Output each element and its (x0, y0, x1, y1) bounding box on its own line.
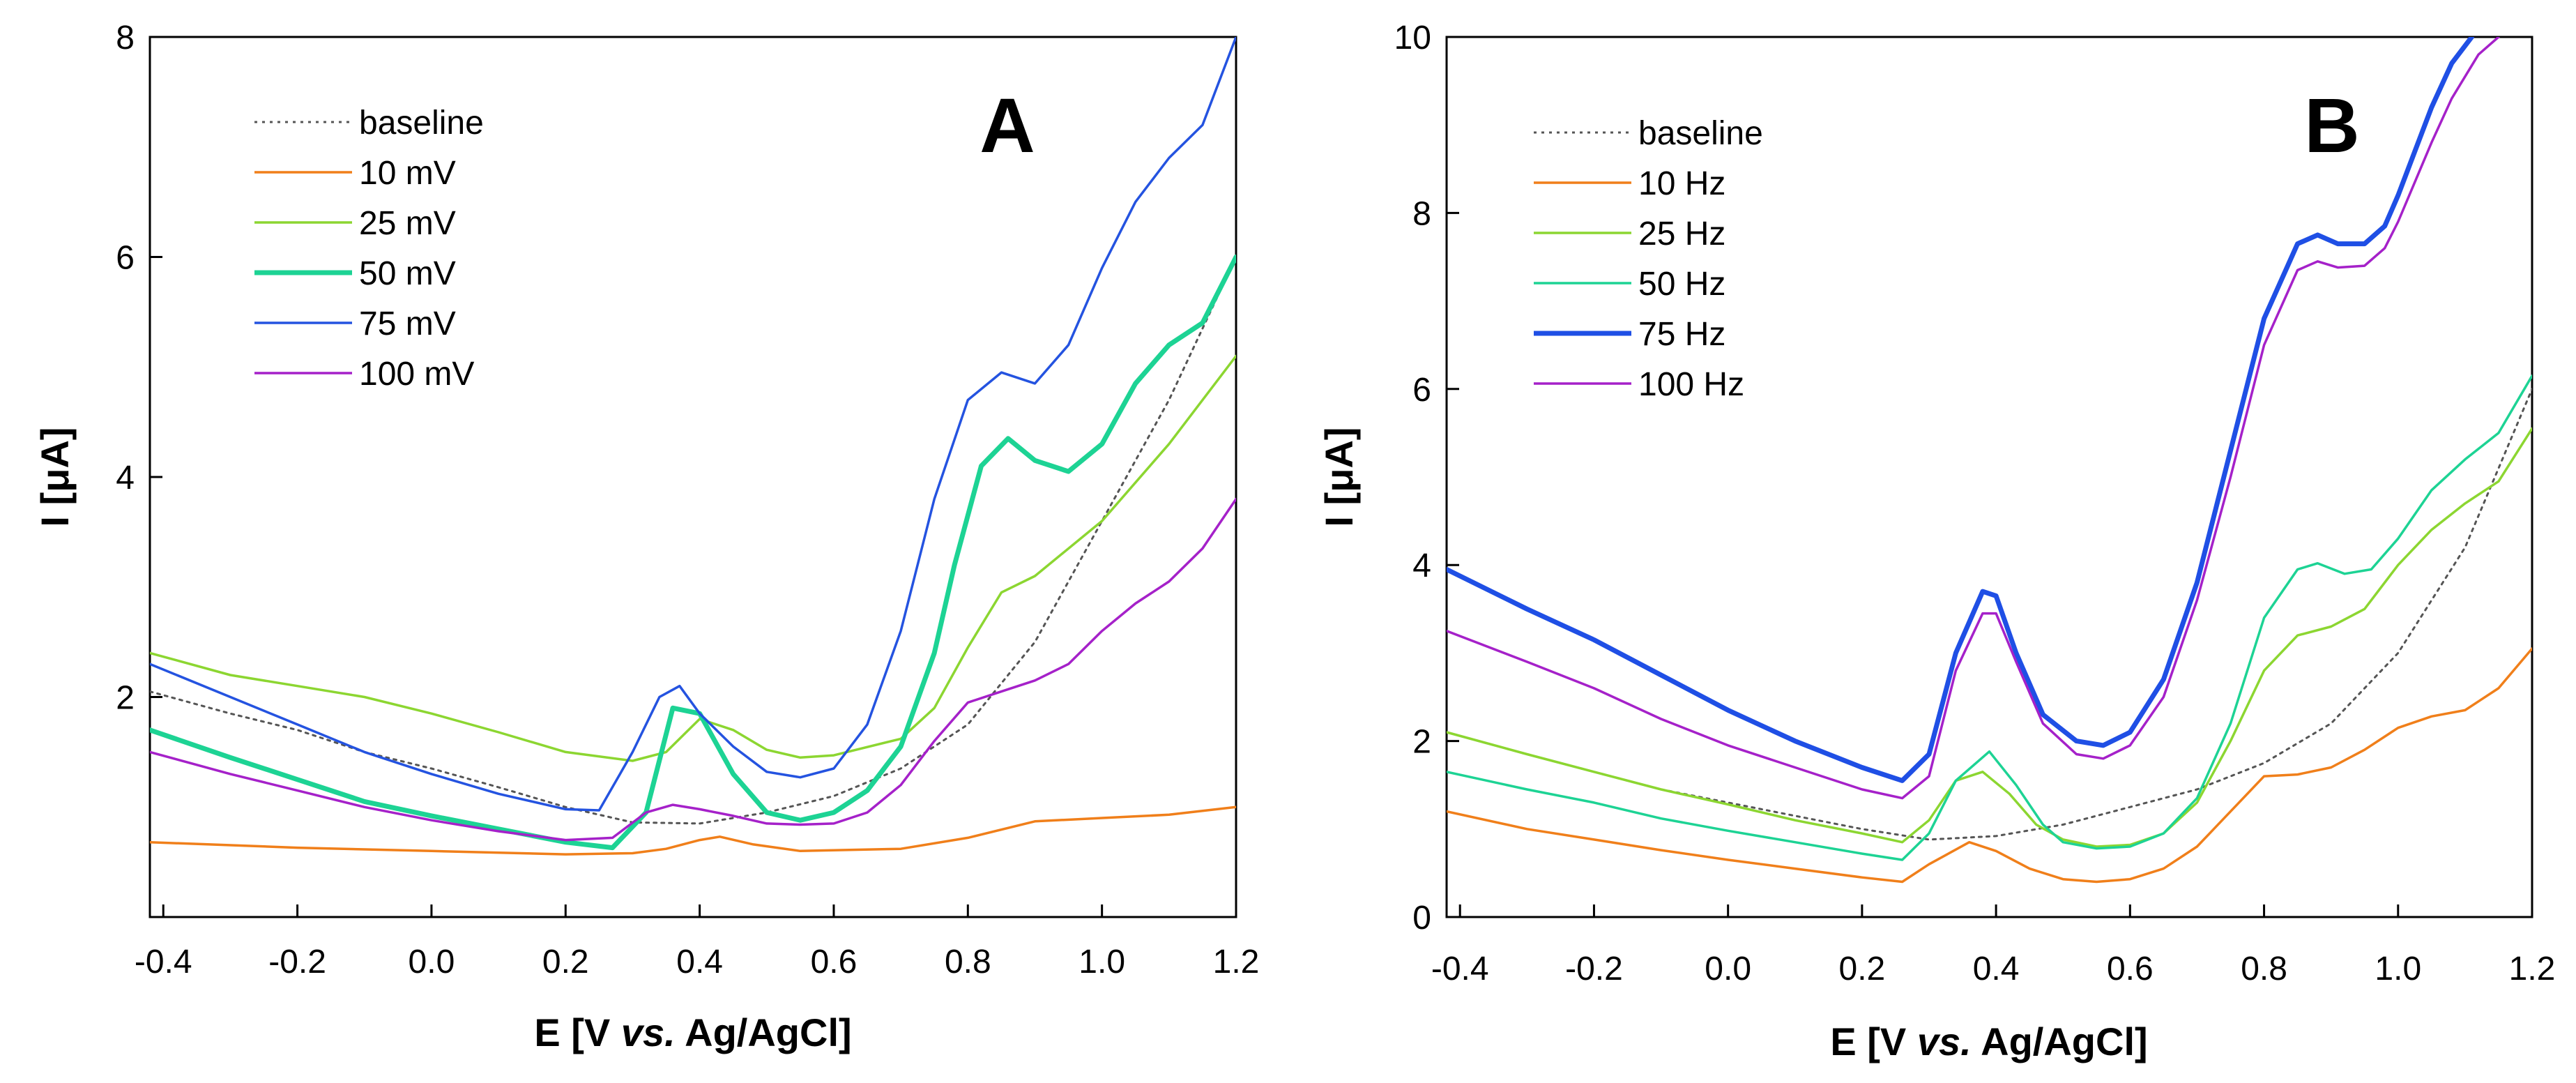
legend-label: 10 mV (359, 155, 456, 192)
x-tick-label: 0.2 (542, 944, 589, 980)
x-tick-label: -0.4 (135, 944, 192, 980)
x-tick-label: 1.0 (2375, 951, 2421, 987)
xlabel-part: Ag/AgCl] (676, 1010, 852, 1054)
x-tick-label: 1.2 (1213, 944, 1260, 980)
x-tick-label: 0.6 (2107, 951, 2154, 987)
legend-label: baseline (1638, 115, 1763, 152)
x-tick-label: 1.0 (1079, 944, 1125, 980)
panel-b: -0.4 -0.2 0.0 0.2 0.4 0.6 0.8 1.0 1.2 0 2 4 6 8 10 bas… (1317, 20, 2555, 1063)
legend-label: 75 mV (359, 305, 456, 342)
legend-label: 50 mV (359, 255, 456, 292)
legend-label: 100 Hz (1638, 366, 1744, 403)
xlabel-part: E [V (534, 1010, 620, 1054)
series-line-baseline (150, 256, 1236, 825)
panel-b-label: B (2304, 83, 2359, 169)
xlabel-part-italic: vs. (621, 1010, 676, 1054)
series-line-50-mv (150, 255, 1236, 851)
y-tick-label: 6 (116, 240, 135, 277)
x-tick-label: -0.2 (1565, 951, 1623, 987)
x-tick-label: 0.8 (945, 944, 991, 980)
x-tick-label: -0.4 (1431, 951, 1489, 987)
panel-b-plot-frame (1445, 36, 2533, 918)
series-line-25-hz (1447, 427, 2532, 848)
legend-label: 75 Hz (1638, 316, 1725, 353)
x-tick-label: 0.0 (409, 944, 455, 980)
x-tick-label: 0.6 (811, 944, 858, 980)
x-tick-label: -0.2 (268, 944, 326, 980)
series-line-50-hz (1447, 374, 2532, 861)
x-tick-label: 0.0 (1705, 951, 1751, 987)
series-line-10-mv (150, 805, 1236, 856)
panel-a: -0.4 -0.2 0.0 0.2 0.4 0.6 0.8 1.0 1.2 2 4 6 8 baseli… (33, 20, 1259, 1054)
x-tick-label: 1.2 (2509, 951, 2556, 987)
y-tick-label: 8 (116, 20, 135, 56)
y-tick-label: 2 (116, 680, 135, 717)
y-tick-label: 10 (1394, 20, 1431, 56)
legend-label: 25 Hz (1638, 215, 1725, 252)
series-line-100-mv (150, 497, 1236, 842)
panel-b-ylabel: I [μA] (1317, 427, 1361, 527)
panel-a-series (150, 37, 1236, 856)
x-tick-label: 0.4 (676, 944, 723, 980)
legend-label: 25 mV (359, 205, 456, 242)
series-line-75-hz (1447, 37, 2474, 783)
y-tick-label: 4 (1412, 547, 1431, 584)
y-tick-label: 6 (1412, 372, 1431, 409)
legend-label: 100 mV (359, 356, 474, 393)
panel-a-label: A (980, 83, 1035, 169)
legend-label: 10 Hz (1638, 165, 1725, 202)
x-tick-label: 0.4 (1973, 951, 2020, 987)
panel-a-axes: -0.4 -0.2 0.0 0.2 0.4 0.6 0.8 1.0 1.2 2 4 6 8 (116, 20, 1259, 980)
y-tick-label: 4 (116, 460, 135, 497)
series-line-75-mv (150, 37, 1236, 812)
series-line-10-hz (1447, 647, 2532, 884)
panel-b-series (1447, 37, 2532, 884)
y-tick-label: 8 (1412, 195, 1431, 232)
legend-label: 50 Hz (1638, 266, 1725, 303)
y-tick-label: 0 (1412, 900, 1431, 937)
series-line-100-hz (1447, 37, 2500, 800)
panel-a-ylabel: I [μA] (33, 427, 77, 527)
panel-b-xlabel: E [V vs. Ag/AgCl] (1830, 1020, 2147, 1063)
panel-a-legend: baseline 10 mV 25 mV 50 mV 75 mV 100 mV (254, 105, 484, 393)
x-tick-label: 0.8 (2241, 951, 2287, 987)
panel-a-xlabel: E [V vs. Ag/AgCl] (534, 1010, 851, 1054)
series-line-25-mv (150, 354, 1236, 762)
y-tick-label: 2 (1412, 724, 1431, 761)
panel-b-legend: baseline 10 Hz 25 Hz 50 Hz 75 Hz 100 Hz (1534, 115, 1763, 403)
panel-b-axes: -0.4 -0.2 0.0 0.2 0.4 0.6 0.8 1.0 1.2 0 2 4 6 8 10 (1394, 20, 2556, 987)
xlabel-part-italic: vs. (1917, 1020, 1972, 1063)
xlabel-part: E [V (1830, 1020, 1916, 1063)
legend-label: baseline (359, 105, 484, 142)
xlabel-part: Ag/AgCl] (1972, 1020, 2148, 1063)
x-tick-label: 0.2 (1839, 951, 1886, 987)
